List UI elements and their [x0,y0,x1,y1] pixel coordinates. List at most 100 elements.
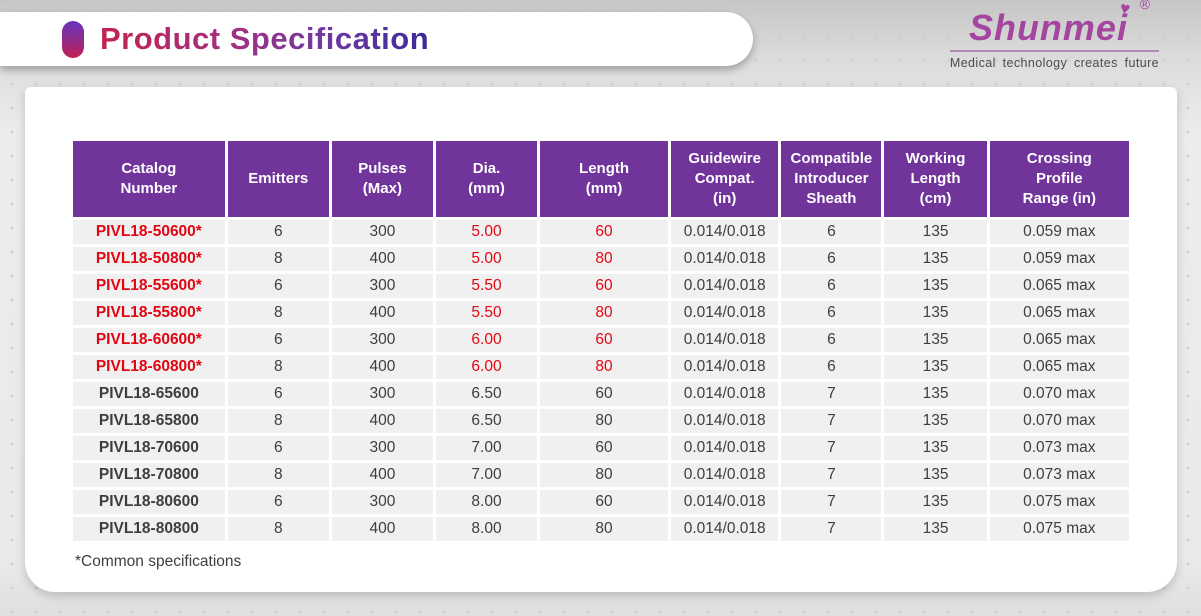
title-pill-icon [62,20,84,58]
cell-catalog: PIVL18-60600* [73,328,225,352]
cell-emitters: 8 [227,463,329,487]
cell-catalog: PIVL18-60800* [73,355,225,379]
brand-name: Shunmei [968,7,1128,48]
cell-guidewire: 0.014/0.018 [671,490,779,514]
cell-sheath: 7 [781,490,882,514]
cell-dia: 7.00 [435,436,538,460]
cell-pulses: 400 [331,409,433,433]
cell-emitters: 6 [227,436,329,460]
cell-sheath: 6 [781,274,882,298]
spec-table: Catalog Number Emitters Pulses (Max) Dia. (… [70,138,1132,544]
cell-guidewire: 0.014/0.018 [671,220,779,244]
cell-pulses: 400 [331,247,433,271]
cell-crossing: 0.070 max [989,409,1129,433]
cell-crossing: 0.059 max [989,247,1129,271]
cell-guidewire: 0.014/0.018 [671,247,779,271]
cell-catalog: PIVL18-70600 [73,436,225,460]
cell-guidewire: 0.014/0.018 [671,436,779,460]
content-card: Catalog Number Emitters Pulses (Max) Dia. (… [25,87,1177,592]
table-row: PIVL18-65800 8 400 6.50 80 0.014/0.018 7 135 0.0… [73,409,1129,433]
cell-dia: 5.00 [435,220,538,244]
cell-working: 135 [884,220,987,244]
table-row: PIVL18-50800* 8 400 5.00 80 0.014/0.018 6 135 0.… [73,247,1129,271]
cell-dia: 5.00 [435,247,538,271]
table-row: PIVL18-80800 8 400 8.00 80 0.014/0.018 7 135 0.0… [73,517,1129,541]
cell-length: 60 [540,274,669,298]
cell-sheath: 6 [781,355,882,379]
cell-emitters: 8 [227,247,329,271]
cell-pulses: 300 [331,220,433,244]
cell-dia: 6.50 [435,409,538,433]
cell-emitters: 6 [227,274,329,298]
cell-guidewire: 0.014/0.018 [671,382,779,406]
cell-crossing: 0.065 max [989,328,1129,352]
column-header-working: Working Length (cm) [884,141,987,217]
cell-pulses: 300 [331,436,433,460]
column-header-crossing: Crossing Profile Range (in) [989,141,1129,217]
cell-sheath: 7 [781,382,882,406]
cell-working: 135 [884,382,987,406]
cell-sheath: 6 [781,247,882,271]
cell-guidewire: 0.014/0.018 [671,463,779,487]
cell-crossing: 0.075 max [989,490,1129,514]
cell-sheath: 6 [781,328,882,352]
cell-guidewire: 0.014/0.018 [671,409,779,433]
table-row: PIVL18-80600 6 300 8.00 60 0.014/0.018 7 135 0.0… [73,490,1129,514]
brand-tagline: Medical technology creates future [949,56,1159,71]
cell-emitters: 6 [227,382,329,406]
cell-catalog: PIVL18-80800 [73,517,225,541]
cell-crossing: 0.065 max [989,301,1129,325]
cell-working: 135 [884,274,987,298]
cell-emitters: 6 [227,328,329,352]
cell-working: 135 [884,328,987,352]
cell-dia: 5.50 [435,274,538,298]
cell-guidewire: 0.014/0.018 [671,517,779,541]
column-header-catalog: Catalog Number [73,141,225,217]
cell-pulses: 400 [331,463,433,487]
cell-emitters: 6 [227,220,329,244]
cell-emitters: 8 [227,301,329,325]
cell-sheath: 7 [781,409,882,433]
table-row: PIVL18-50600* 6 300 5.00 60 0.014/0.018 6 135 0.… [73,220,1129,244]
cell-emitters: 6 [227,490,329,514]
column-header-pulses: Pulses (Max) [331,141,433,217]
logo-divider [949,50,1159,53]
cell-catalog: PIVL18-65600 [73,382,225,406]
table-row: PIVL18-65600 6 300 6.50 60 0.014/0.018 7 135 0.0… [73,382,1129,406]
table-row: PIVL18-60600* 6 300 6.00 60 0.014/0.018 6 135 0.… [73,328,1129,352]
cell-catalog: PIVL18-80600 [73,490,225,514]
cell-pulses: 300 [331,328,433,352]
brand-logo: Shunmei ♥ ® Medical technology creates f… [949,0,1159,71]
table-row: PIVL18-55600* 6 300 5.50 60 0.014/0.018 6 135 0.… [73,274,1129,298]
table-header-row: Catalog Number Emitters Pulses (Max) Dia. (… [73,141,1129,217]
cell-pulses: 400 [331,355,433,379]
cell-emitters: 8 [227,517,329,541]
cell-sheath: 6 [781,220,882,244]
column-header-emitters: Emitters [227,141,329,217]
cell-catalog: PIVL18-70800 [73,463,225,487]
title-band: Product Specification [0,12,753,66]
spec-table-container: Catalog Number Emitters Pulses (Max) Dia. (… [70,138,1132,544]
table-header-row: Catalog Number Emitters Pulses (Max) Dia. (… [73,141,1129,217]
cell-pulses: 300 [331,490,433,514]
footnote: *Common specifications [75,553,242,570]
column-header-length: Length (mm) [540,141,669,217]
page-title: Product Specification [100,21,430,56]
cell-dia: 6.00 [435,355,538,379]
cell-catalog: PIVL18-50800* [73,247,225,271]
cell-catalog: PIVL18-55600* [73,274,225,298]
cell-length: 80 [540,355,669,379]
cell-length: 60 [540,490,669,514]
cell-sheath: 7 [781,436,882,460]
cell-sheath: 7 [781,517,882,541]
table-row: PIVL18-60800* 8 400 6.00 80 0.014/0.018 6 135 0.… [73,355,1129,379]
cell-crossing: 0.065 max [989,355,1129,379]
cell-dia: 5.50 [435,301,538,325]
cell-working: 135 [884,463,987,487]
cell-crossing: 0.073 max [989,436,1129,460]
cell-working: 135 [884,355,987,379]
cell-length: 80 [540,247,669,271]
cell-working: 135 [884,517,987,541]
cell-length: 80 [540,463,669,487]
table-row: PIVL18-70600 6 300 7.00 60 0.014/0.018 7 135 0.0… [73,436,1129,460]
